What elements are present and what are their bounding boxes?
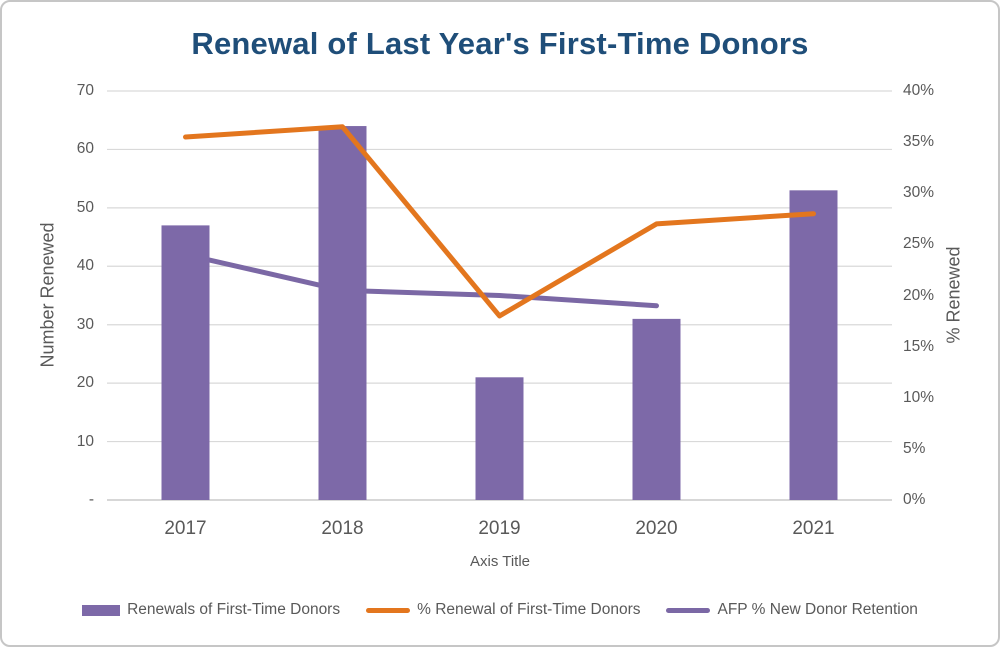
bar-2021: [789, 190, 838, 501]
left-axis-title: Number Renewed: [37, 222, 58, 368]
right-axis-tick: 30%: [903, 184, 935, 202]
legend-line-swatch: [666, 607, 711, 613]
left-axis-tick: 40: [76, 257, 94, 275]
legend-item-afp-retention: AFP % New Donor Retention: [666, 601, 918, 619]
legend: Renewals of First-Time Donors % Renewal …: [2, 601, 998, 619]
left-axis-tick: 30: [76, 315, 94, 333]
legend-item-renewals: Renewals of First-Time Donors: [82, 601, 340, 619]
legend-label: Renewals of First-Time Donors: [127, 601, 341, 618]
left-axis-tick: 60: [76, 140, 94, 158]
right-axis-tick: 0%: [903, 491, 926, 508]
chart-title: Renewal of Last Year's First-Time Donors: [191, 26, 809, 61]
left-axis-tick: 10: [76, 432, 94, 450]
left-axis-tick: -: [88, 491, 94, 508]
x-axis-label: 2020: [635, 518, 678, 539]
right-axis-tick: 25%: [903, 235, 935, 253]
x-axis-label: 2017: [164, 518, 207, 539]
left-axis-tick: 70: [76, 82, 94, 99]
bar-2018: [318, 126, 367, 501]
bar-2019: [475, 377, 524, 500]
x-axis-label: 2021: [792, 518, 835, 539]
bar-2017: [161, 225, 210, 500]
legend-bar-swatch: [82, 604, 121, 616]
right-axis-tick: 5%: [903, 439, 926, 457]
right-axis-tick: 20%: [903, 286, 935, 304]
legend-item-pct-renewal: % Renewal of First-Time Donors: [366, 601, 640, 619]
x-axis-label: 2019: [478, 518, 521, 539]
right-axis-title: % Renewed: [943, 246, 964, 344]
legend-label: AFP % New Donor Retention: [717, 601, 918, 618]
legend-label: % Renewal of First-Time Donors: [417, 601, 641, 618]
x-axis-title: Axis Title: [469, 553, 530, 570]
line-series: [183, 252, 659, 309]
line-series: [183, 124, 816, 319]
x-axis-label: 2018: [321, 518, 364, 539]
legend-line-swatch: [366, 607, 411, 613]
right-axis-tick: 15%: [903, 337, 935, 355]
bar-2020: [632, 318, 681, 500]
right-axis-tick: 10%: [903, 388, 935, 406]
right-axis-tick: 35%: [903, 133, 935, 151]
right-axis-tick: 40%: [903, 82, 935, 99]
left-axis-tick: 20: [76, 374, 94, 392]
left-axis-tick: 50: [76, 198, 94, 216]
